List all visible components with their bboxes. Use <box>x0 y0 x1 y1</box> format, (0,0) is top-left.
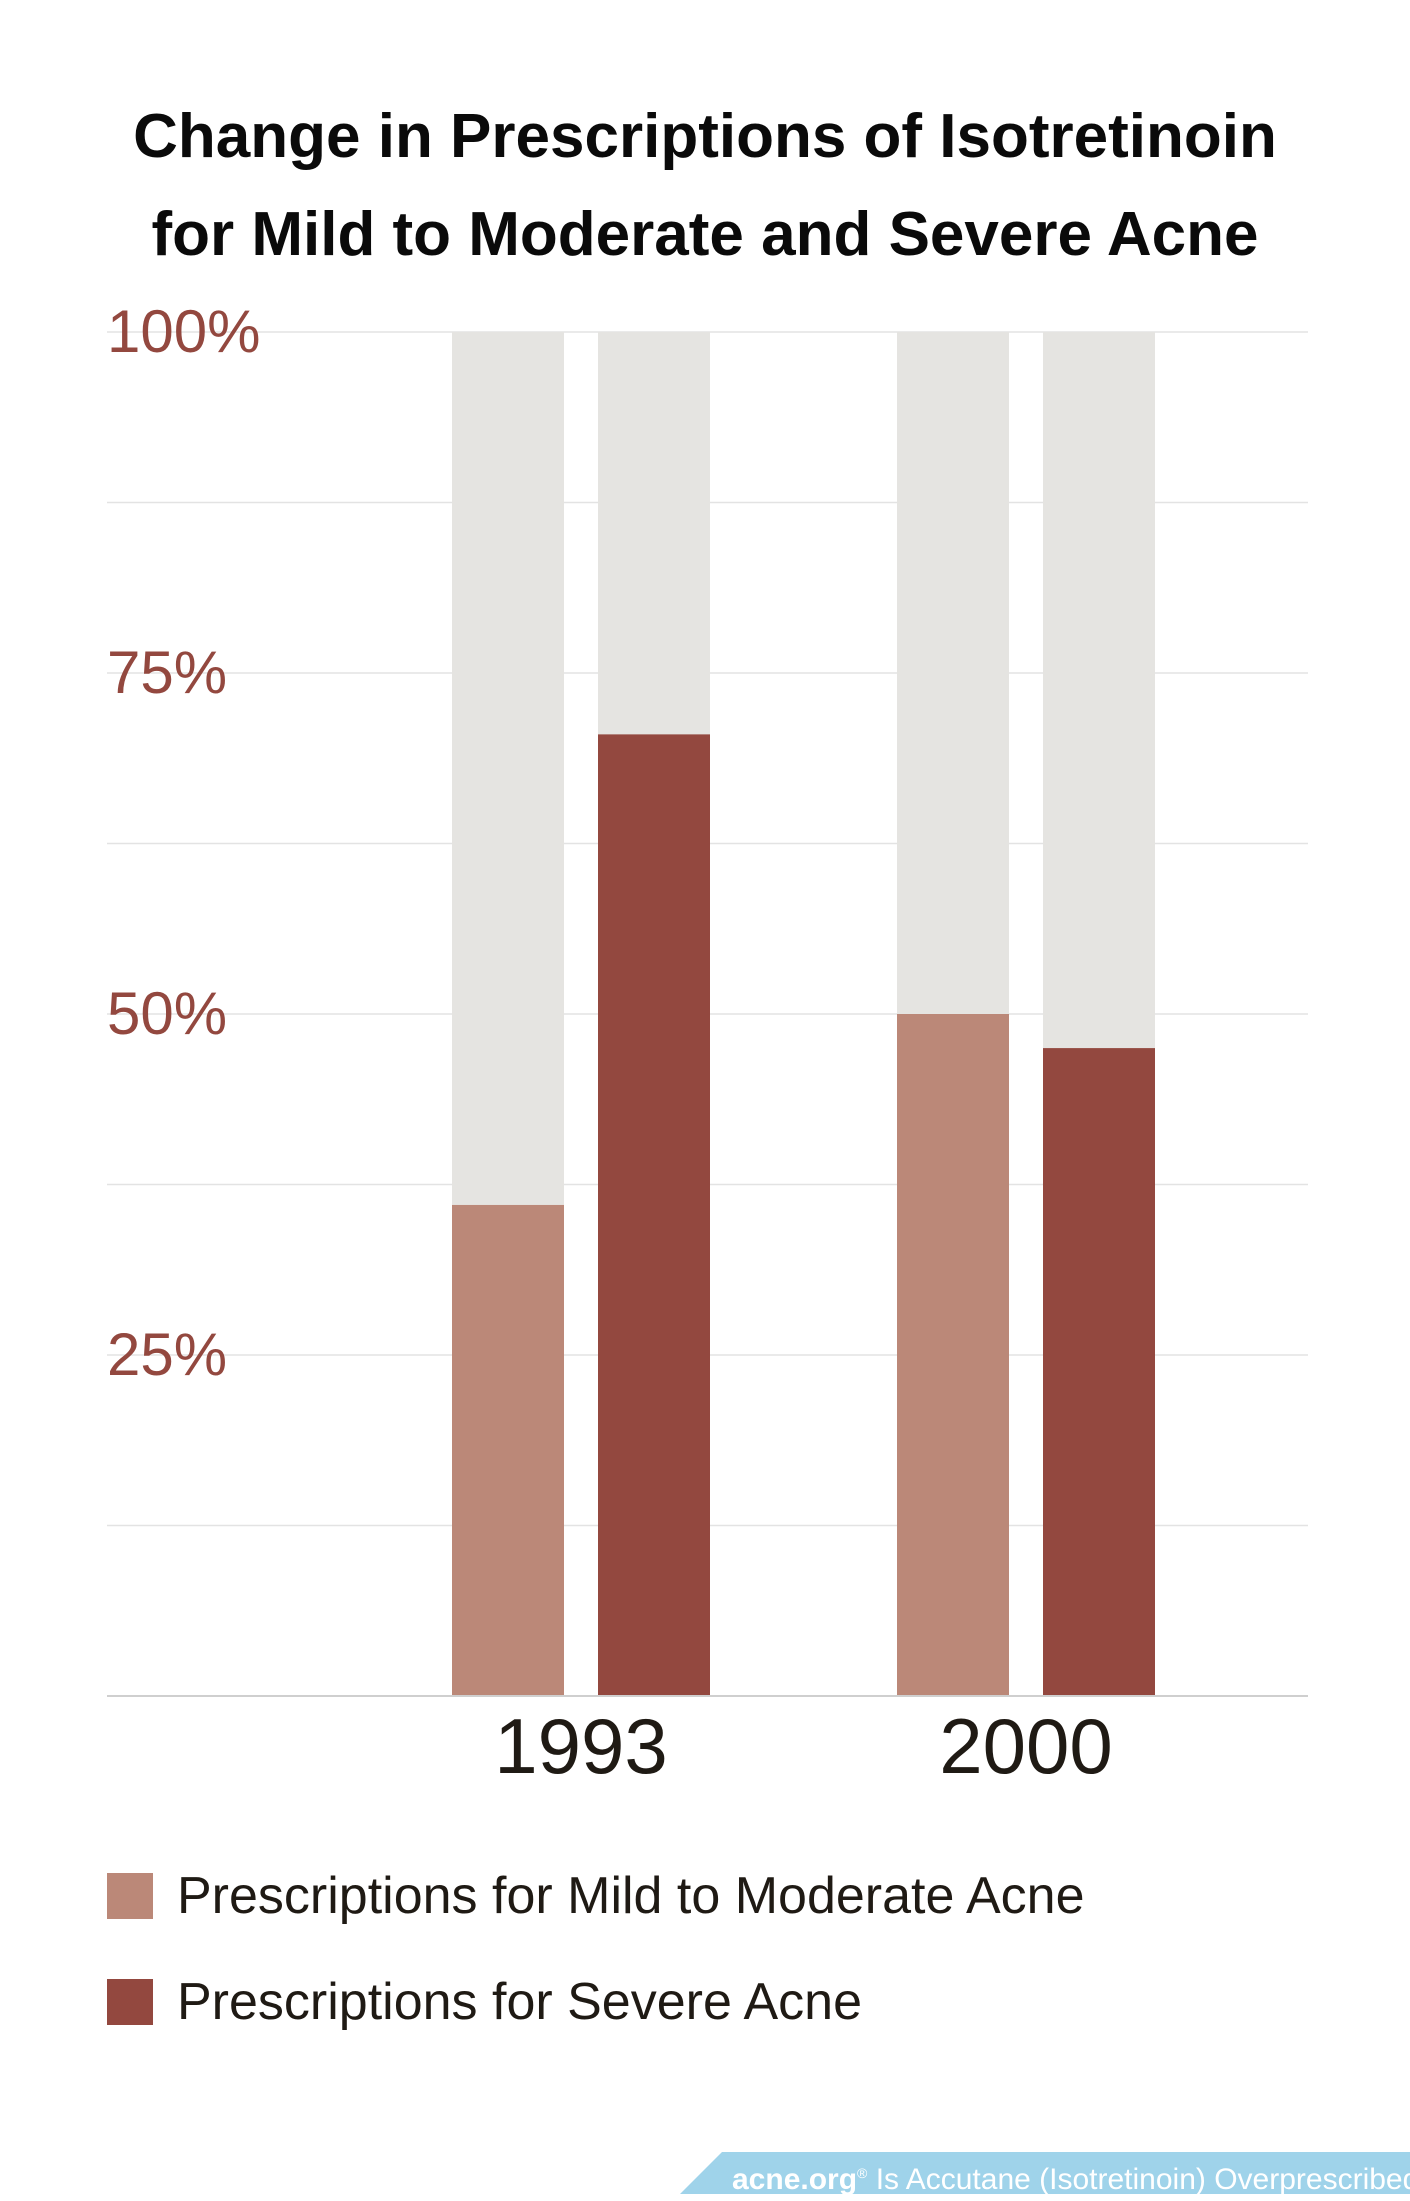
y-tick-label: 25% <box>107 1321 227 1388</box>
y-tick-label: 50% <box>107 980 227 1047</box>
chart-title: Change in Prescriptions of Isotretinoin … <box>0 88 1410 284</box>
legend-swatch-severe <box>107 1979 153 2025</box>
footer-caption: Is Accutane (Isotretinoin) Overprescribe… <box>875 2163 1410 2196</box>
legend-item-mild: Prescriptions for Mild to Moderate Acne <box>107 1866 1085 1926</box>
bar-mild-2000 <box>897 1014 1009 1696</box>
legend-swatch-mild <box>107 1873 153 1919</box>
footer-brand: acne.org <box>732 2163 858 2196</box>
footer-trademark: ® <box>857 2165 868 2181</box>
legend-label-mild: Prescriptions for Mild to Moderate Acne <box>177 1867 1085 1925</box>
x-tick-label: 2000 <box>939 1702 1113 1790</box>
legend-item-severe: Prescriptions for Severe Acne <box>107 1972 862 2032</box>
x-tick-label: 1993 <box>494 1702 668 1790</box>
legend-label-severe: Prescriptions for Severe Acne <box>177 1973 862 2031</box>
y-tick-label: 75% <box>107 639 227 706</box>
chart-title-line-1: Change in Prescriptions of Isotretinoin <box>133 102 1277 171</box>
bar-chart: 1993 2000 100% 75% 50% 25% <box>107 298 1308 1790</box>
y-tick-label: 100% <box>107 298 260 365</box>
chart-title-line-2: for Mild to Moderate and Severe Acne <box>151 200 1259 269</box>
bar-severe-1993 <box>598 734 710 1696</box>
bar-severe-2000 <box>1043 1048 1155 1696</box>
footer-banner: acne.org® Is Accutane (Isotretinoin) Ove… <box>680 2152 1410 2194</box>
bar-mild-1993 <box>452 1204 564 1696</box>
